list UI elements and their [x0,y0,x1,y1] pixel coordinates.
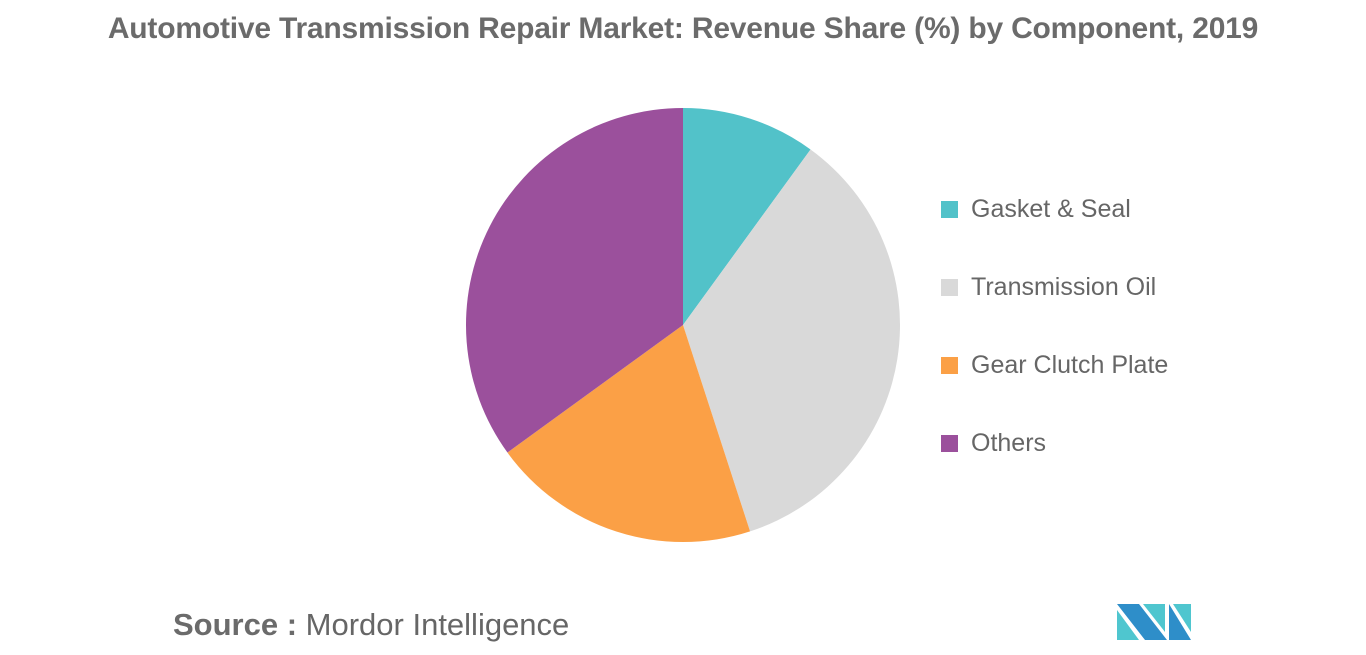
legend-label: Transmission Oil [971,272,1157,301]
legend-label: Gasket & Seal [971,194,1131,223]
legend-label: Gear Clutch Plate [971,350,1169,379]
mordor-intelligence-logo-icon [1117,604,1191,640]
source-note: Source : Mordor Intelligence [173,607,569,643]
legend-item-others: Others [941,427,1046,459]
pie-slice-gear-clutch-plate [507,325,751,543]
chart-title: Automotive Transmission Repair Market: R… [107,12,1259,45]
legend-swatch-icon [941,200,958,218]
pie-slice-transmission-oil [683,149,901,532]
legend-swatch-icon [941,278,958,296]
pie-slice-gasket-seal [683,108,811,325]
legend-swatch-icon [941,434,958,452]
legend-label: Others [971,428,1047,457]
pie-slice-others [465,108,683,453]
source-value: Mordor Intelligence [305,607,570,642]
legend-item-gear-clutch-plate: Gear Clutch Plate [941,349,1168,381]
legend-item-transmission-oil: Transmission Oil [941,271,1156,303]
source-key: Source : [173,607,298,642]
legend-swatch-icon [941,356,958,374]
legend-item-gasket-seal: Gasket & Seal [941,193,1131,225]
